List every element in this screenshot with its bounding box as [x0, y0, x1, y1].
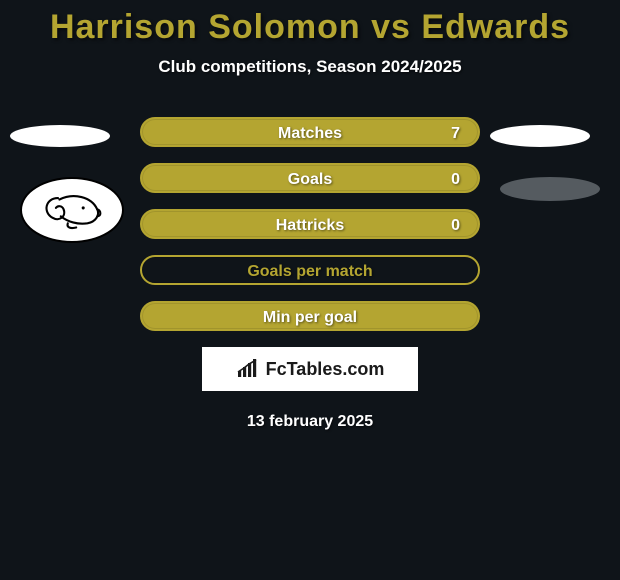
stat-row-goals-per-match: Goals per match [140, 255, 480, 285]
stat-value: 0 [451, 211, 460, 237]
stat-row-hattricks: Hattricks 0 [140, 209, 480, 239]
stat-bars: Matches 7 Goals 0 Hattricks 0 Goals per … [140, 117, 480, 331]
page-title: Harrison Solomon vs Edwards [0, 8, 620, 47]
date-line: 13 february 2025 [0, 413, 620, 431]
brand-text: FcTables.com [266, 359, 385, 380]
stat-label: Matches [142, 119, 478, 145]
stat-label: Min per goal [142, 303, 478, 329]
stat-label: Hattricks [142, 211, 478, 237]
stat-row-matches: Matches 7 [140, 117, 480, 147]
brand-badge[interactable]: FcTables.com [202, 347, 418, 391]
stat-value: 7 [451, 119, 460, 145]
club-left-badge [20, 177, 124, 243]
bar-chart-icon [236, 359, 260, 379]
club-right-placeholder [500, 177, 600, 201]
stat-value: 0 [451, 165, 460, 191]
subtitle: Club competitions, Season 2024/2025 [0, 57, 620, 77]
comparison-area: Matches 7 Goals 0 Hattricks 0 Goals per … [0, 117, 620, 431]
player-left-placeholder [10, 125, 110, 147]
player-right-placeholder [490, 125, 590, 147]
stat-label: Goals [142, 165, 478, 191]
stat-label: Goals per match [142, 257, 478, 283]
ram-icon [37, 188, 107, 232]
stat-row-min-per-goal: Min per goal [140, 301, 480, 331]
stat-row-goals: Goals 0 [140, 163, 480, 193]
